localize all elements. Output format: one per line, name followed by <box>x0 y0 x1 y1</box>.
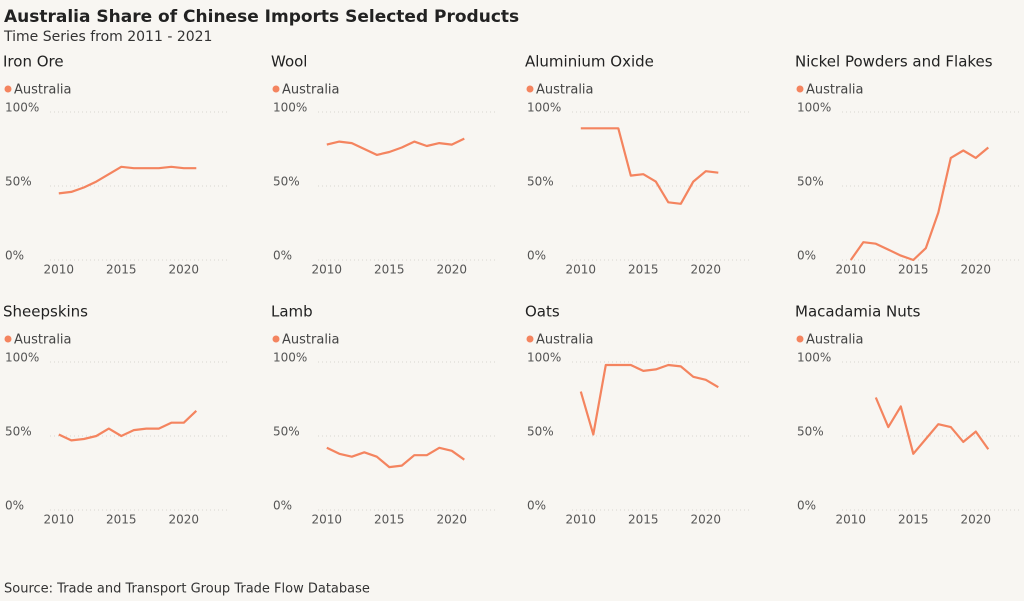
y-tick-label: 100% <box>527 101 561 115</box>
panel-title: Nickel Powders and Flakes <box>795 53 993 71</box>
panel-title: Macadamia Nuts <box>795 303 921 321</box>
panel-title: Sheepskins <box>3 303 88 321</box>
legend-label: Australia <box>14 83 72 98</box>
x-tick-label: 2015 <box>374 263 405 277</box>
y-tick-label: 0% <box>5 499 24 513</box>
x-tick-label: 2015 <box>106 263 137 277</box>
series-line <box>580 127 719 205</box>
y-tick-label: 100% <box>273 351 307 365</box>
x-tick-label: 2015 <box>628 263 659 277</box>
x-tick-label: 2010 <box>43 263 74 277</box>
x-tick-label: 2020 <box>960 263 991 277</box>
legend-marker <box>526 335 534 343</box>
legend-marker <box>272 85 280 93</box>
y-tick-label: 50% <box>5 425 32 439</box>
panel-title: Aluminium Oxide <box>525 53 654 71</box>
x-tick-label: 2010 <box>311 263 342 277</box>
y-tick-label: 100% <box>273 101 307 115</box>
page-subtitle: Time Series from 2011 - 2021 <box>3 29 212 45</box>
y-tick-label: 100% <box>527 351 561 365</box>
y-tick-label: 0% <box>273 499 292 513</box>
y-tick-label: 50% <box>273 175 300 189</box>
series-line <box>874 397 990 455</box>
panel-title: Wool <box>271 53 307 71</box>
x-tick-label: 2015 <box>898 263 929 277</box>
y-tick-label: 0% <box>797 249 816 263</box>
legend-marker <box>796 85 804 93</box>
y-tick-label: 100% <box>797 351 831 365</box>
legend-label: Australia <box>806 83 864 98</box>
series-line <box>579 363 719 436</box>
x-tick-label: 2020 <box>690 263 721 277</box>
legend-marker <box>526 85 534 93</box>
legend-label: Australia <box>14 333 72 348</box>
x-tick-label: 2015 <box>898 513 929 527</box>
y-tick-label: 0% <box>527 249 546 263</box>
legend-label: Australia <box>806 333 864 348</box>
x-tick-label: 2010 <box>565 263 596 277</box>
legend-marker <box>796 335 804 343</box>
y-tick-label: 50% <box>797 175 824 189</box>
legend-marker <box>4 85 12 93</box>
legend-label: Australia <box>282 333 340 348</box>
y-tick-label: 100% <box>5 101 39 115</box>
y-tick-label: 50% <box>5 175 32 189</box>
series-line <box>58 410 198 442</box>
series-line <box>849 146 990 262</box>
x-tick-label: 2010 <box>43 513 74 527</box>
series-line <box>58 165 197 195</box>
panel-title: Lamb <box>271 303 313 321</box>
page-title: Australia Share of Chinese Imports Selec… <box>4 7 519 27</box>
y-tick-label: 50% <box>527 425 554 439</box>
x-tick-label: 2020 <box>436 263 467 277</box>
x-tick-label: 2020 <box>168 513 199 527</box>
x-tick-label: 2010 <box>565 513 596 527</box>
y-tick-label: 100% <box>797 101 831 115</box>
x-tick-label: 2020 <box>436 513 467 527</box>
series-line <box>326 446 465 469</box>
y-tick-label: 0% <box>273 249 292 263</box>
y-tick-label: 0% <box>527 499 546 513</box>
x-tick-label: 2020 <box>960 513 991 527</box>
x-tick-label: 2015 <box>106 513 137 527</box>
x-tick-label: 2020 <box>690 513 721 527</box>
x-tick-label: 2015 <box>628 513 659 527</box>
panel-title: Oats <box>525 303 560 321</box>
legend-marker <box>272 335 280 343</box>
y-tick-label: 0% <box>5 249 24 263</box>
y-tick-label: 100% <box>5 351 39 365</box>
series-line <box>326 137 465 156</box>
y-tick-label: 50% <box>797 425 824 439</box>
x-tick-label: 2020 <box>168 263 199 277</box>
y-tick-label: 50% <box>527 175 554 189</box>
legend-marker <box>4 335 12 343</box>
legend-label: Australia <box>536 83 594 98</box>
x-tick-label: 2015 <box>374 513 405 527</box>
x-tick-label: 2010 <box>311 513 342 527</box>
panel-title: Iron Ore <box>3 53 64 71</box>
legend-label: Australia <box>536 333 594 348</box>
source: Source: Trade and Transport Group Trade … <box>4 582 370 597</box>
x-tick-label: 2010 <box>835 513 866 527</box>
y-tick-label: 50% <box>273 425 300 439</box>
x-tick-label: 2010 <box>835 263 866 277</box>
y-tick-label: 0% <box>797 499 816 513</box>
legend-label: Australia <box>282 83 340 98</box>
